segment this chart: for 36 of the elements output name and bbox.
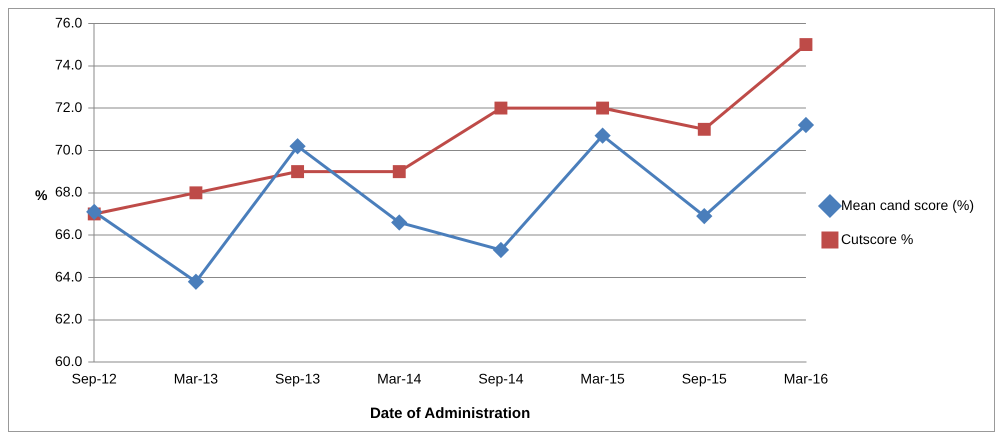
x-tick-label: Mar-16 xyxy=(784,370,828,386)
point xyxy=(189,186,202,200)
point xyxy=(86,204,102,220)
point xyxy=(188,274,204,290)
x-tick-label: Sep-13 xyxy=(275,370,320,386)
x-tick-label: Mar-14 xyxy=(377,370,422,386)
point xyxy=(595,128,610,144)
legend-label: Mean cand score (%) xyxy=(840,196,974,213)
point xyxy=(493,242,508,258)
y-tick-label: 68.0 xyxy=(55,184,82,200)
point xyxy=(696,208,712,224)
point xyxy=(392,165,406,178)
point xyxy=(290,138,306,154)
x-tick-label: Sep-15 xyxy=(682,370,728,386)
x-tick-label: Mar-13 xyxy=(174,370,218,386)
y-axis-title: % xyxy=(35,187,48,203)
point xyxy=(698,122,711,136)
point xyxy=(291,165,304,178)
point xyxy=(799,38,812,52)
legend-label: Cutscore % xyxy=(840,230,914,247)
x-axis-title: Date of Administration xyxy=(370,405,530,422)
point xyxy=(596,102,610,115)
y-tick-label: 60.0 xyxy=(55,353,82,370)
x-tick-label: Sep-14 xyxy=(478,370,524,386)
y-tick-label: 76.0 xyxy=(55,14,82,30)
point xyxy=(798,118,814,133)
x-tick-label: Sep-12 xyxy=(72,370,118,386)
y-tick-label: 64.0 xyxy=(55,268,82,284)
point xyxy=(494,102,508,115)
y-tick-label: 66.0 xyxy=(55,226,82,242)
x-tick-label: Mar-15 xyxy=(580,370,625,386)
y-tick-label: 72.0 xyxy=(55,98,82,115)
y-tick-label: 70.0 xyxy=(55,141,82,158)
y-tick-label: 62.0 xyxy=(55,310,82,327)
point xyxy=(392,214,407,230)
y-tick-label: 74.0 xyxy=(55,56,82,73)
